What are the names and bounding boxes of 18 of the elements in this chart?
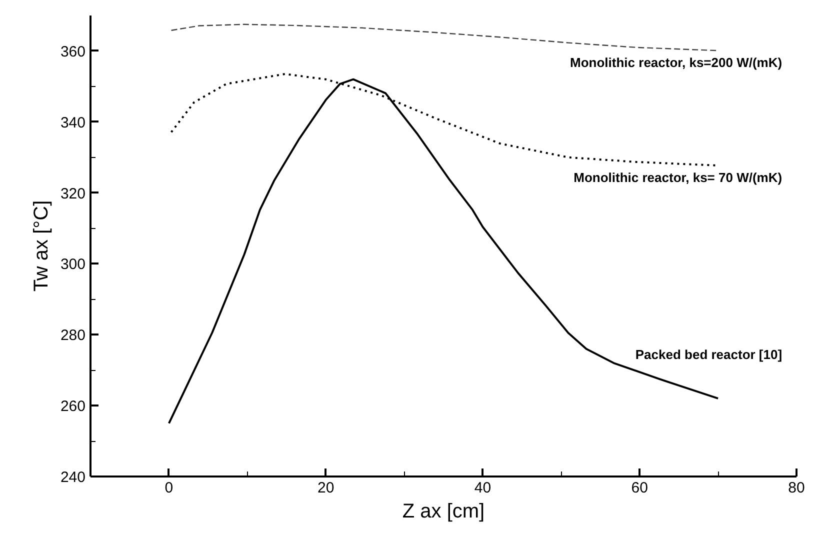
series-label: Monolithic reactor, ks= 70 W/(mK) [574, 170, 782, 185]
y-tick-label: 320 [60, 185, 86, 202]
y-tick-label: 280 [60, 327, 86, 344]
series-label: Monolithic reactor, ks=200 W/(mK) [570, 55, 782, 70]
line-series [170, 24, 719, 52]
x-tick-label: 60 [631, 480, 648, 496]
y-tick-label: 340 [60, 114, 86, 132]
y-tick-label: 360 [60, 43, 86, 60]
y-axis-title: Tw ax [°C] [30, 200, 52, 292]
series-label: Packed bed reactor [10] [635, 346, 782, 362]
y-tick-label: 300 [60, 256, 86, 274]
x-axis-title: Z ax [cm] [402, 500, 485, 522]
y-tick-label: 240 [60, 469, 86, 486]
x-tick-label: 40 [474, 480, 492, 496]
x-tick-label: 80 [788, 480, 805, 496]
x-tick-label: 0 [164, 480, 174, 496]
y-tick-label: 260 [60, 398, 86, 416]
x-tick-label: 20 [317, 480, 334, 496]
